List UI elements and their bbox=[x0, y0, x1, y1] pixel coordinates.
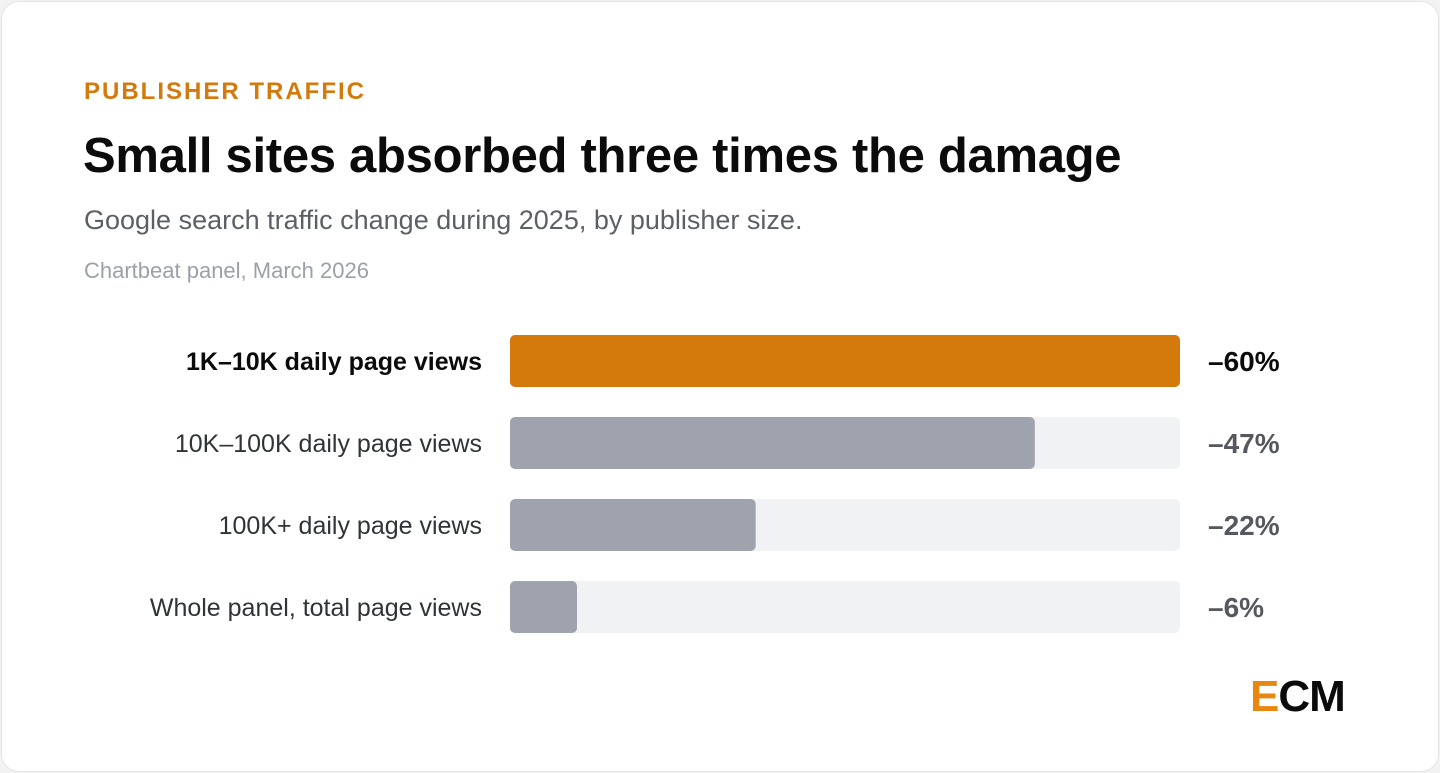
bar bbox=[510, 581, 577, 633]
bar-value-label: –47% bbox=[1208, 428, 1280, 459]
bar-track bbox=[510, 581, 1180, 633]
bar-value-label: –60% bbox=[1208, 346, 1280, 377]
bar bbox=[510, 499, 756, 551]
eyebrow-label: PUBLISHER TRAFFIC bbox=[84, 78, 366, 105]
bar bbox=[510, 335, 1180, 387]
bar bbox=[510, 417, 1035, 469]
chart-subtitle: Google search traffic change during 2025… bbox=[84, 205, 803, 235]
chart-source: Chartbeat panel, March 2026 bbox=[84, 258, 369, 283]
bar-category-label: Whole panel, total page views bbox=[150, 594, 482, 622]
bar-value-label: –6% bbox=[1208, 592, 1264, 623]
bar-category-label: 1K–10K daily page views bbox=[186, 348, 482, 376]
chart-title: Small sites absorbed three times the dam… bbox=[83, 129, 1122, 183]
bar-category-label: 10K–100K daily page views bbox=[175, 430, 482, 458]
bar-value-label: –22% bbox=[1208, 510, 1280, 541]
logo-letter-e: E bbox=[1250, 672, 1279, 721]
bar-category-label: 100K+ daily page views bbox=[219, 512, 482, 540]
ecm-logo: ECM bbox=[1250, 672, 1346, 722]
logo-letters: CM bbox=[1278, 672, 1345, 721]
